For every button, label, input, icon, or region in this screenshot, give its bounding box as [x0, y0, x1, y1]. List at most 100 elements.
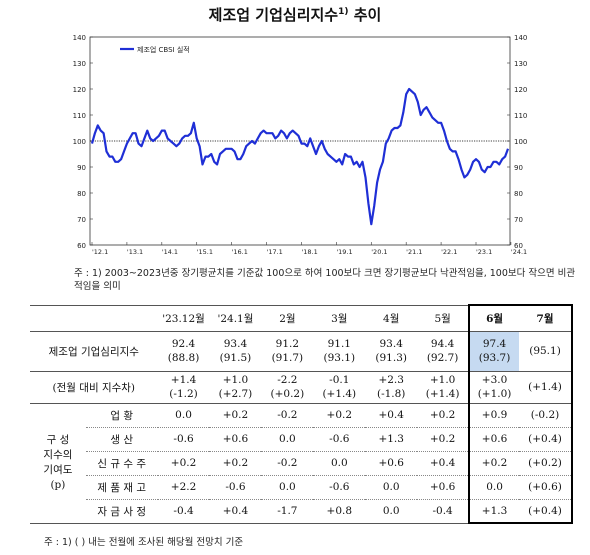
y-tick-label: 140 [73, 34, 86, 42]
cell-line: 91.2 [275, 338, 300, 350]
x-tick-label: '13.1 [127, 248, 143, 256]
cell-line: (+1.4) [425, 388, 460, 400]
cbsi-table: '23.12월 '24.1월 2월 3월 4월 5월 6월 7월 제조업 기업심리지수 92.4 (… [30, 304, 573, 524]
contrib-value: +1.3 [365, 427, 418, 452]
cell-line: (+2.7) [218, 388, 253, 400]
x-tick-label: '14.1 [162, 248, 178, 256]
y-tick-label-right: 140 [514, 34, 527, 42]
cell-line: +1.0 [222, 374, 249, 386]
contrib-value: +0.2 [209, 451, 262, 476]
contrib-item-label: 신 규 수 주 [85, 451, 158, 476]
cell-line: (+1.0) [477, 388, 512, 400]
contrib-item-label: 제 품 재 고 [85, 475, 158, 500]
y-tick-label: 120 [73, 86, 86, 94]
cell-line: 93.4 [379, 338, 403, 350]
row-group-label-contribution: 구 성 지수의 기여도 (p) [30, 403, 86, 524]
contrib-value: +0.6 [365, 451, 418, 476]
header-month: 2월 [261, 304, 314, 332]
cbsi-value: 97.4 (93.7) [468, 331, 520, 372]
contrib-value: (-0.2) [519, 403, 573, 428]
cell-line: (+1.4) [528, 381, 562, 393]
y-tick-label: 110 [73, 112, 86, 120]
contrib-value: -0.4 [417, 499, 470, 524]
contrib-value: -0.2 [261, 403, 314, 428]
change-value: (+1.4) [519, 371, 573, 404]
contrib-value: (+0.2) [519, 451, 573, 476]
x-tick-label: '22.1 [441, 248, 457, 256]
header-month: 7월 [519, 304, 573, 332]
contrib-value: +0.6 [468, 427, 520, 452]
contrib-value: (+0.4) [519, 499, 573, 524]
cell-line: +2.3 [378, 374, 404, 386]
contrib-value: 0.0 [157, 403, 210, 428]
y-tick-label-right: 80 [514, 190, 523, 198]
cbsi-value: 92.4 (88.8) [157, 331, 210, 372]
legend-label: 제조업 CBSI 실적 [137, 45, 190, 54]
cell-line: (95.1) [529, 345, 561, 357]
contrib-value: (+0.4) [519, 427, 573, 452]
y-tick-label-right: 60 [514, 242, 523, 250]
cell-line: 97.4 [482, 338, 507, 350]
chart-footnote: 주 : 1) 2003~2023년중 장기평균치를 기준값 100으로 하여 1… [74, 268, 576, 292]
cell-line: (p) [50, 479, 66, 491]
contrib-value: +0.2 [417, 403, 470, 428]
cbsi-value: (95.1) [519, 331, 573, 372]
contrib-value: -0.6 [313, 427, 366, 452]
cbsi-value: 93.4 (91.5) [209, 331, 262, 372]
cbsi-value: 91.2 (91.7) [261, 331, 314, 372]
contrib-value: +0.2 [313, 403, 366, 428]
cell-line: (93.7) [478, 352, 511, 364]
cell-line: (-1.8) [376, 388, 406, 400]
change-value: -2.2 (+0.2) [261, 371, 314, 404]
cbsi-value: 93.4 (91.3) [365, 331, 418, 372]
change-value: +1.0 (+2.7) [209, 371, 262, 404]
cell-line: (88.8) [167, 352, 200, 364]
change-value: +2.3 (-1.8) [365, 371, 418, 404]
y-tick-label: 90 [77, 164, 86, 172]
contrib-value: -0.2 [261, 451, 314, 476]
header-month: 5월 [417, 304, 470, 332]
contrib-value: 0.0 [261, 427, 314, 452]
cell-line: (-1.2) [169, 388, 198, 400]
contrib-value: +0.4 [417, 451, 470, 476]
y-tick-label: 60 [77, 242, 86, 250]
cell-line: +3.0 [481, 374, 508, 386]
x-tick-label: '18.1 [301, 248, 317, 256]
y-tick-label: 80 [77, 190, 86, 198]
change-value: -0.1 (+1.4) [313, 371, 366, 404]
row-label-cbsi: 제조업 기업심리지수 [30, 331, 158, 372]
cell-line: (91.3) [375, 352, 407, 364]
x-tick-label: '17.1 [267, 248, 283, 256]
contrib-value: 0.0 [313, 451, 366, 476]
header-month: 6월 [468, 304, 520, 332]
contrib-value: +0.2 [157, 451, 210, 476]
cell-line: 지수의 [43, 449, 73, 461]
y-tick-label-right: 100 [514, 138, 527, 146]
contrib-value: +0.9 [468, 403, 520, 428]
change-value: +1.0 (+1.4) [417, 371, 470, 404]
change-value: +3.0 (+1.0) [468, 371, 520, 404]
cbsi-value: 94.4 (92.7) [417, 331, 470, 372]
contrib-value: +0.2 [417, 427, 470, 452]
x-tick-label: '16.1 [232, 248, 248, 256]
header-month: '24.1월 [209, 304, 262, 332]
cbsi-series-line [90, 87, 510, 226]
cell-line: 91.1 [327, 338, 351, 350]
cell-line: -0.1 [329, 374, 350, 386]
change-value: +1.4 (-1.2) [157, 371, 210, 404]
contrib-value: +0.2 [468, 451, 520, 476]
y-tick-label: 130 [73, 60, 86, 68]
page-title: 제조업 기업심리지수1) 추이 [208, 6, 382, 24]
contrib-value: +0.4 [365, 403, 418, 428]
header-month: 4월 [365, 304, 418, 332]
row-label-change: (전월 대비 지수차) [30, 371, 158, 404]
y-tick-label: 70 [77, 216, 86, 224]
contrib-value: -0.6 [313, 475, 366, 500]
x-tick-label: '21.1 [406, 248, 422, 256]
contrib-value: +0.6 [417, 475, 470, 500]
y-tick-label-right: 90 [514, 164, 523, 172]
contrib-value: -0.6 [209, 475, 262, 500]
x-tick-label: '23.1 [476, 248, 492, 256]
x-tick-label: '12.1 [92, 248, 108, 256]
contrib-value: (+0.6) [519, 475, 573, 500]
